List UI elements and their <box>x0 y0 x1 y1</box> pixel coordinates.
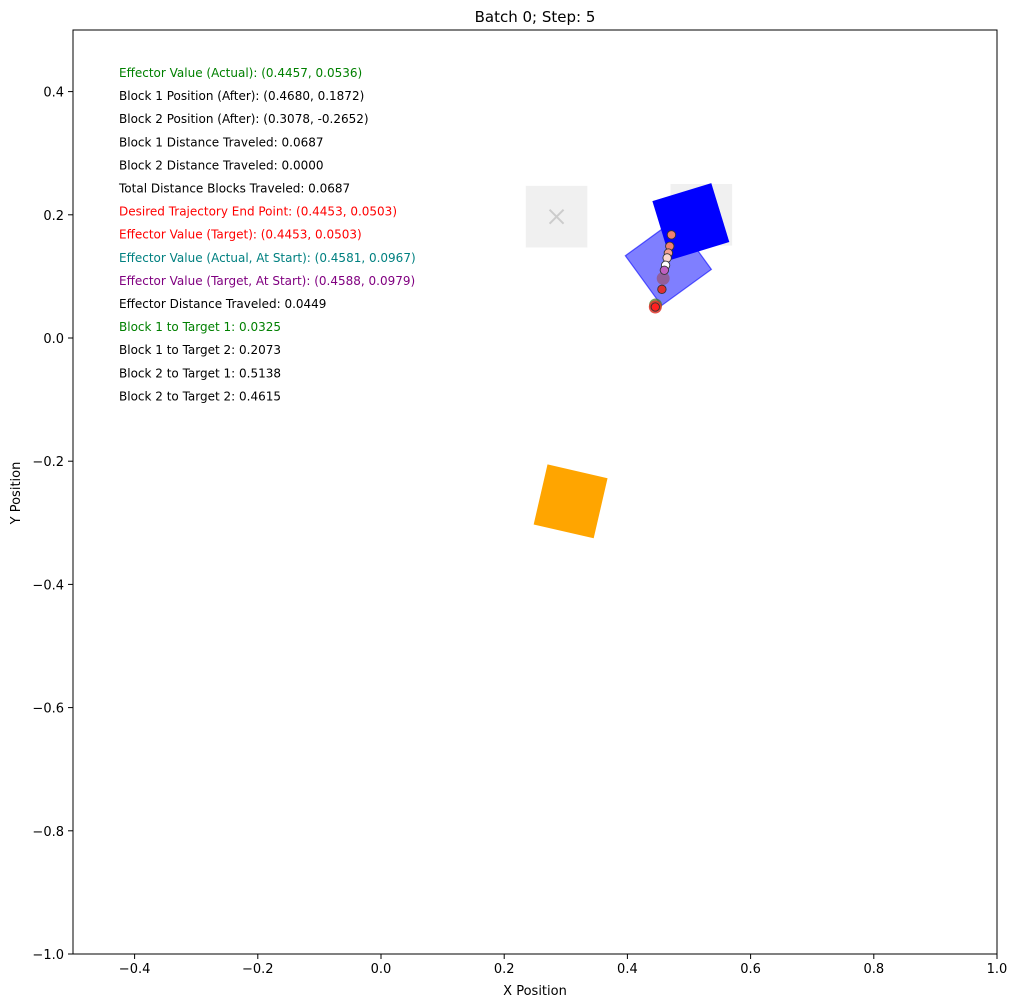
trajectory-point-7 <box>650 302 660 312</box>
annotation-line: Total Distance Blocks Traveled: 0.0687 <box>118 182 350 196</box>
axes: −0.4 −0.2 0.0 0.2 0.4 0.6 0.8 1.0 0.4 0.2 0.0 −0.2 −… <box>32 29 1008 977</box>
block-1-after <box>652 183 730 261</box>
annotation-line: Block 1 Distance Traveled: 0.0687 <box>119 135 324 149</box>
y-tick-label: −1.0 <box>32 948 64 963</box>
trajectory-point-3 <box>662 253 672 263</box>
annotation-line: Block 1 to Target 2: 0.2073 <box>119 343 281 357</box>
x-axis-label: X Position <box>503 984 567 999</box>
y-axis-label: Y Position <box>9 462 24 526</box>
annotation-line: Block 2 Distance Traveled: 0.0000 <box>119 158 324 172</box>
trajectory-point-5 <box>659 265 670 275</box>
trajectory-point-6 <box>657 284 667 294</box>
x-tick-label: 0.8 <box>863 962 884 977</box>
y-tick-label: 0.0 <box>43 332 64 347</box>
annotation-line: Desired Trajectory End Point: (0.4453, 0… <box>119 205 397 219</box>
annotation-line: Effector Value (Target): (0.4453, 0.0503… <box>119 228 362 242</box>
annotation-line: Effector Value (Actual): (0.4457, 0.0536… <box>119 66 362 80</box>
annotation-line: Effector Value (Target, At Start): (0.45… <box>119 274 415 288</box>
chart-title: Batch 0; Step: 5 <box>475 8 596 26</box>
y-tick-label: 0.4 <box>43 86 64 101</box>
annotation-line: Block 1 to Target 1: 0.0325 <box>119 320 281 334</box>
annotation-line: Block 1 Position (After): (0.4680, 0.187… <box>119 89 364 103</box>
annotation-line: Effector Distance Traveled: 0.0449 <box>119 297 326 311</box>
x-tick-label: 0.2 <box>494 962 515 977</box>
block-2 <box>533 464 608 539</box>
y-tick-label: −0.4 <box>32 578 64 593</box>
y-tick-label: −0.8 <box>32 825 64 840</box>
x-tick-label: −0.4 <box>119 962 151 977</box>
annotation-line: Block 2 to Target 2: 0.4615 <box>119 389 281 403</box>
effector-start-actual-marker <box>656 271 670 285</box>
x-tick-label: 1.0 <box>987 962 1008 977</box>
target-2-x-marker <box>548 208 565 225</box>
y-tick-label: 0.2 <box>43 209 64 224</box>
trajectory-point-0 <box>666 230 677 240</box>
x-tick-label: −0.2 <box>242 962 274 977</box>
axes-frame <box>72 29 998 955</box>
annotation-line: Block 2 to Target 1: 0.5138 <box>119 366 281 380</box>
annotation-line: Block 2 Position (After): (0.3078, -0.26… <box>119 112 369 126</box>
x-tick-label: 0.0 <box>371 962 392 977</box>
y-tick-label: −0.2 <box>32 455 64 470</box>
x-tick-label: 0.6 <box>740 962 761 977</box>
y-tick-label: −0.6 <box>32 702 64 717</box>
plot-area <box>525 183 733 539</box>
annotation-line: Effector Value (Actual, At Start): (0.45… <box>119 251 416 265</box>
x-tick-label: 0.4 <box>617 962 638 977</box>
annotation-list: Effector Value (Actual): (0.4457, 0.0536… <box>118 66 416 403</box>
